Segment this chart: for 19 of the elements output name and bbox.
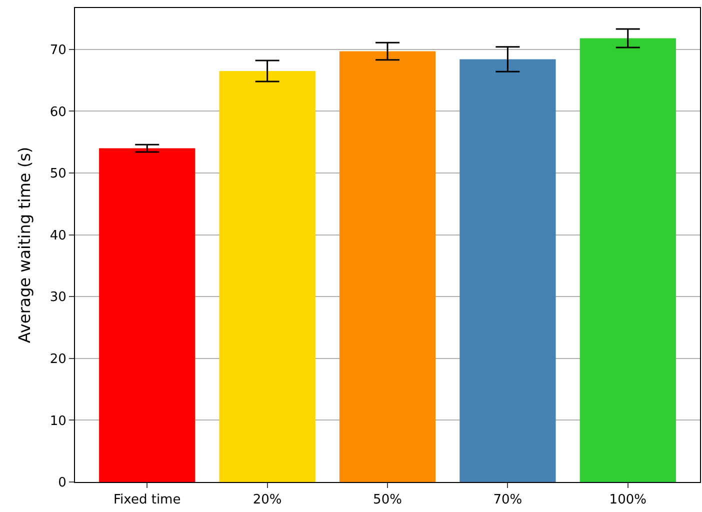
- y-tick-label: 60: [50, 104, 66, 120]
- x-tick-label: 50%: [373, 492, 402, 508]
- x-tick-label: 20%: [252, 492, 282, 508]
- x-tick-label: 70%: [493, 492, 522, 508]
- bar: [99, 148, 196, 482]
- x-tick-label: 100%: [609, 492, 646, 508]
- y-tick-label: 10: [50, 414, 66, 429]
- bar: [460, 59, 556, 482]
- y-tick-label: 40: [50, 228, 66, 244]
- y-axis-title: Average waiting time (s): [14, 146, 34, 344]
- bar: [580, 38, 676, 482]
- y-tick-label: 50: [50, 166, 66, 182]
- y-tick-label: 0: [58, 476, 66, 491]
- y-tick-label: 20: [50, 352, 66, 367]
- y-tick-label: 30: [50, 290, 66, 306]
- x-tick-label: Fixed time: [114, 492, 181, 508]
- y-tick-label: 70: [50, 42, 66, 58]
- bar: [219, 71, 316, 482]
- bar: [339, 51, 436, 482]
